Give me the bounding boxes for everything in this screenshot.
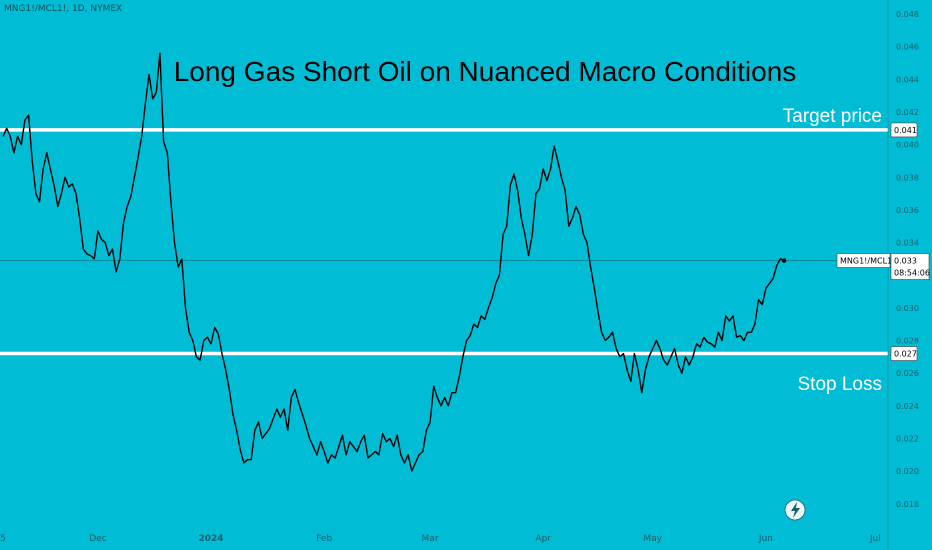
last-point-marker: [781, 258, 787, 263]
y-tick-label: 0.034: [896, 239, 919, 248]
x-tick-label: 5: [0, 534, 6, 544]
x-tick-label: Apr: [535, 534, 551, 544]
series-line[interactable]: [2, 52, 785, 472]
y-tick-label: 0.038: [896, 173, 919, 182]
x-tick-label: Dec: [89, 534, 106, 544]
target-price-tag-box: [890, 122, 918, 138]
current-price-value: 0.033: [894, 257, 917, 266]
symbol-info[interactable]: MNG1!/MCL1!, 1D, NYMEX: [4, 4, 122, 14]
y-tick-label: 0.040: [896, 141, 919, 150]
stop-loss-tag-value: 0.027: [894, 350, 917, 359]
y-tick-label: 0.046: [896, 43, 919, 52]
bar-countdown: 08:54:06: [894, 269, 930, 278]
x-tick-label: 2024: [199, 534, 224, 544]
y-tick-label: 0.048: [896, 10, 919, 19]
y-tick-label: 0.044: [896, 75, 919, 84]
stop-loss-tag-box: [890, 346, 918, 361]
x-tick-label: Feb: [316, 534, 332, 544]
x-tick-label: Jun: [758, 534, 773, 544]
x-tick-label: Jul: [869, 534, 881, 544]
y-tick-label: 0.042: [896, 108, 919, 117]
current-price-box: [890, 253, 930, 280]
target-price-tag-value: 0.041: [894, 126, 917, 135]
symbol-tag-label: MNG1!/MCL1!: [840, 257, 895, 266]
y-tick-label: 0.036: [896, 206, 919, 215]
y-tick-label: 0.022: [896, 434, 919, 443]
chart-title: Long Gas Short Oil on Nuanced Macro Cond…: [174, 56, 797, 87]
price-line-layer: [0, 52, 888, 472]
x-tick-label: May: [643, 534, 662, 544]
x-tick-label: Mar: [422, 534, 439, 544]
y-tick-label: 0.026: [896, 369, 919, 378]
lightning-icon[interactable]: [784, 499, 806, 521]
stop-loss-label: Stop Loss: [798, 374, 883, 395]
y-tick-label: 0.028: [896, 337, 919, 346]
y-tick-label: 0.030: [896, 304, 919, 313]
y-tick-label: 0.018: [896, 500, 919, 509]
y-tick-label: 0.024: [896, 402, 919, 411]
y-tick-label: 0.020: [896, 467, 919, 476]
symbol-tag-box[interactable]: [836, 253, 891, 268]
target-price-label: Target price: [783, 106, 882, 127]
